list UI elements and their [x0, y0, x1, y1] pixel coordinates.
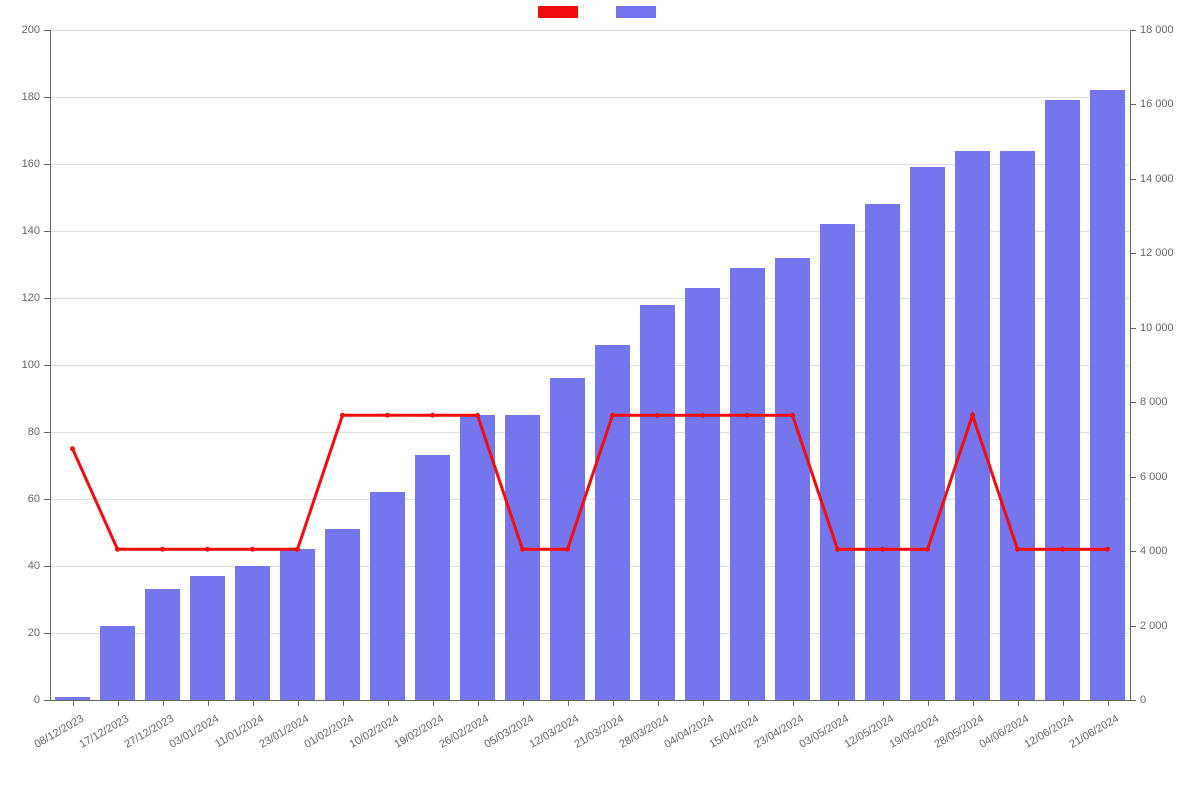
x-tick	[163, 700, 164, 706]
line-marker	[115, 547, 120, 552]
y-right-label: 18 000	[1140, 24, 1174, 36]
x-tick	[973, 700, 974, 706]
plot-area	[50, 30, 1130, 700]
line-marker	[70, 446, 75, 451]
x-tick	[703, 700, 704, 706]
y-right-label: 8 000	[1140, 396, 1168, 408]
line-marker	[925, 547, 930, 552]
x-tick	[748, 700, 749, 706]
line-marker	[1060, 547, 1065, 552]
line-marker	[970, 413, 975, 418]
line-marker	[790, 413, 795, 418]
line-marker	[475, 413, 480, 418]
y-left-label: 0	[0, 694, 40, 706]
y-right-label: 12 000	[1140, 247, 1174, 259]
x-tick	[208, 700, 209, 706]
y-left-label: 180	[0, 91, 40, 103]
y-left-label: 120	[0, 292, 40, 304]
y-left-label: 80	[0, 426, 40, 438]
line-marker	[385, 413, 390, 418]
line-marker	[1015, 547, 1020, 552]
y-left-label: 200	[0, 24, 40, 36]
line-series	[73, 415, 1108, 549]
legend-item-bar	[616, 6, 662, 18]
x-tick	[1108, 700, 1109, 706]
x-tick	[343, 700, 344, 706]
y-left-label: 60	[0, 493, 40, 505]
line-marker	[250, 547, 255, 552]
y-right-label: 4 000	[1140, 545, 1168, 557]
y-axis-left	[50, 30, 51, 700]
line-marker	[565, 547, 570, 552]
y-right-label: 0	[1140, 694, 1146, 706]
x-tick	[433, 700, 434, 706]
y-right-label: 2 000	[1140, 620, 1168, 632]
line-marker	[655, 413, 660, 418]
line-layer	[50, 30, 1130, 700]
y-right-tick	[1130, 700, 1136, 701]
y-left-label: 100	[0, 359, 40, 371]
line-marker	[430, 413, 435, 418]
line-marker	[745, 413, 750, 418]
x-tick	[1063, 700, 1064, 706]
y-left-label: 40	[0, 560, 40, 572]
line-marker	[880, 547, 885, 552]
line-marker	[205, 547, 210, 552]
x-tick	[658, 700, 659, 706]
y-left-label: 160	[0, 158, 40, 170]
y-left-label: 140	[0, 225, 40, 237]
legend-swatch-bar	[616, 6, 656, 18]
x-tick	[838, 700, 839, 706]
x-tick	[388, 700, 389, 706]
x-tick	[478, 700, 479, 706]
x-tick	[793, 700, 794, 706]
y-right-label: 16 000	[1140, 98, 1174, 110]
line-marker	[835, 547, 840, 552]
line-marker	[295, 547, 300, 552]
line-marker	[1105, 547, 1110, 552]
line-marker	[700, 413, 705, 418]
chart-container: 0 20 40 60 80 100 120 140 160 180 200 0 2 000 4 000 6 …	[0, 0, 1200, 800]
x-axis	[50, 700, 1130, 701]
y-right-label: 10 000	[1140, 322, 1174, 334]
line-marker	[340, 413, 345, 418]
x-tick	[928, 700, 929, 706]
x-tick	[568, 700, 569, 706]
x-tick	[613, 700, 614, 706]
x-tick	[298, 700, 299, 706]
x-tick	[118, 700, 119, 706]
x-tick	[1018, 700, 1019, 706]
legend-swatch-line	[538, 6, 578, 18]
y-left-label: 20	[0, 627, 40, 639]
legend-item-line	[538, 6, 584, 18]
line-marker	[610, 413, 615, 418]
x-tick	[883, 700, 884, 706]
legend	[0, 6, 1200, 18]
x-tick	[253, 700, 254, 706]
line-marker	[160, 547, 165, 552]
y-right-label: 14 000	[1140, 173, 1174, 185]
x-tick	[523, 700, 524, 706]
y-axis-right	[1130, 30, 1131, 700]
x-tick	[73, 700, 74, 706]
line-marker	[520, 547, 525, 552]
y-right-label: 6 000	[1140, 471, 1168, 483]
